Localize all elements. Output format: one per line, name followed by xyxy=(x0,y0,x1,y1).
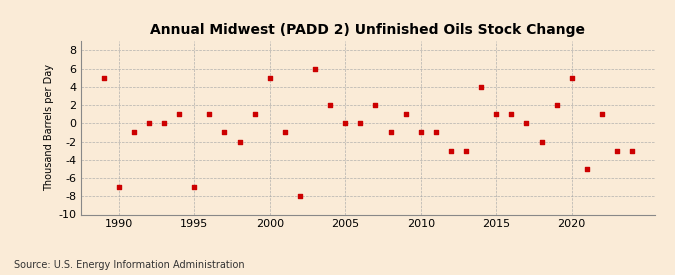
Point xyxy=(400,112,411,116)
Point xyxy=(340,121,350,125)
Point xyxy=(279,130,290,135)
Point xyxy=(249,112,260,116)
Point xyxy=(446,148,456,153)
Point xyxy=(113,185,124,189)
Point xyxy=(99,76,109,80)
Point xyxy=(204,112,215,116)
Point xyxy=(325,103,335,107)
Point xyxy=(189,185,200,189)
Point xyxy=(536,139,547,144)
Point xyxy=(173,112,184,116)
Point xyxy=(144,121,155,125)
Point xyxy=(355,121,366,125)
Point xyxy=(521,121,532,125)
Point xyxy=(219,130,230,135)
Point xyxy=(370,103,381,107)
Point xyxy=(626,148,637,153)
Point xyxy=(385,130,396,135)
Point xyxy=(612,148,622,153)
Title: Annual Midwest (PADD 2) Unfinished Oils Stock Change: Annual Midwest (PADD 2) Unfinished Oils … xyxy=(151,23,585,37)
Point xyxy=(265,76,275,80)
Point xyxy=(566,76,577,80)
Point xyxy=(415,130,426,135)
Point xyxy=(506,112,517,116)
Text: Source: U.S. Energy Information Administration: Source: U.S. Energy Information Administ… xyxy=(14,260,244,270)
Point xyxy=(310,66,321,71)
Point xyxy=(159,121,169,125)
Point xyxy=(128,130,139,135)
Point xyxy=(597,112,608,116)
Point xyxy=(431,130,441,135)
Point xyxy=(294,194,305,199)
Point xyxy=(491,112,502,116)
Point xyxy=(581,167,592,171)
Point xyxy=(234,139,245,144)
Point xyxy=(460,148,471,153)
Y-axis label: Thousand Barrels per Day: Thousand Barrels per Day xyxy=(44,64,54,191)
Point xyxy=(476,85,487,89)
Point xyxy=(551,103,562,107)
